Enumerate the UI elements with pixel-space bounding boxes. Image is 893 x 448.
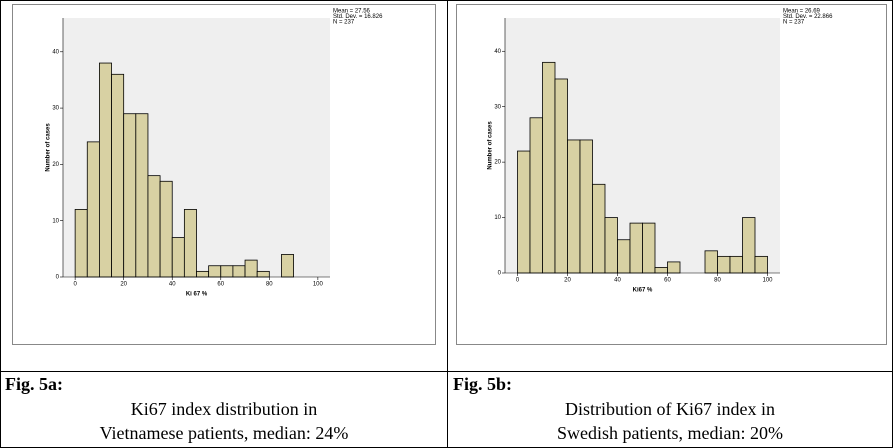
x-tick-label: 20 xyxy=(564,278,571,284)
stats-annotation: Std. Dev. = 16.826 xyxy=(333,14,383,20)
bar xyxy=(717,255,731,274)
x-tick-label: 40 xyxy=(169,282,176,288)
bar xyxy=(183,209,197,278)
y-axis-label: Number of cases xyxy=(488,121,494,170)
bar xyxy=(654,267,668,274)
bar xyxy=(123,113,137,278)
bar xyxy=(542,61,556,274)
caption-label: Fig. 5a: xyxy=(5,374,63,394)
bar xyxy=(742,217,756,274)
bar xyxy=(256,270,270,278)
bar xyxy=(171,237,185,278)
bar xyxy=(604,217,618,274)
bar xyxy=(617,239,631,274)
bar xyxy=(159,180,173,278)
bar xyxy=(99,62,112,278)
bar xyxy=(232,265,246,278)
y-tick-label: 40 xyxy=(52,49,59,55)
y-tick-label: 10 xyxy=(494,215,501,221)
x-tick-label: 100 xyxy=(313,282,324,288)
bar xyxy=(642,222,656,274)
y-tick-label: 40 xyxy=(494,49,501,55)
bar xyxy=(667,261,681,274)
x-tick-label: 80 xyxy=(714,278,721,284)
bar xyxy=(729,255,743,274)
y-tick-label: 10 xyxy=(52,218,59,224)
bar xyxy=(208,265,222,278)
bar xyxy=(592,183,606,274)
caption-label: Fig. 5b: xyxy=(453,374,512,394)
y-axis-label: Number of cases xyxy=(46,123,52,172)
caption-line: Vietnamese patients, median: 24% xyxy=(100,423,349,443)
x-axis-label: Ki67 % xyxy=(633,288,653,294)
caption-line: Ki67 index distribution in xyxy=(131,399,318,419)
y-tick-label: 20 xyxy=(52,162,59,168)
x-tick-label: 0 xyxy=(73,282,77,288)
y-tick-label: 0 xyxy=(56,275,60,281)
bar xyxy=(74,209,88,278)
caption-line: Swedish patients, median: 20% xyxy=(557,423,783,443)
bar xyxy=(220,265,234,278)
x-tick-label: 80 xyxy=(266,282,273,288)
x-tick-label: 60 xyxy=(664,278,671,284)
bar xyxy=(517,150,531,274)
x-tick-label: 40 xyxy=(614,278,621,284)
bar xyxy=(567,139,581,274)
x-tick-label: 60 xyxy=(217,282,224,288)
stats-annotation: Std. Dev. = 22.866 xyxy=(783,14,833,20)
y-tick-label: 30 xyxy=(494,104,501,110)
bar xyxy=(86,141,100,278)
stats-annotation: N = 237 xyxy=(333,20,355,26)
bar xyxy=(111,73,125,278)
bar xyxy=(579,139,593,274)
stats-annotation: Mean = 26.69 xyxy=(783,9,821,15)
x-tick-label: 100 xyxy=(762,278,773,284)
x-tick-label: 0 xyxy=(516,278,520,284)
bar xyxy=(754,255,768,274)
bar xyxy=(629,222,643,274)
stats-annotation: Mean = 27.56 xyxy=(333,9,371,15)
bar xyxy=(135,113,149,278)
y-tick-label: 30 xyxy=(52,106,59,112)
caption-line: Distribution of Ki67 index in xyxy=(565,399,775,419)
x-axis-label: Ki 67 % xyxy=(186,292,208,298)
y-tick-label: 0 xyxy=(498,271,502,277)
bar xyxy=(281,254,294,278)
x-tick-label: 20 xyxy=(120,282,127,288)
bar xyxy=(244,259,258,278)
bar xyxy=(196,270,210,278)
bar xyxy=(704,250,718,274)
stats-annotation: N = 237 xyxy=(783,20,805,26)
bar xyxy=(554,78,568,274)
bar xyxy=(529,117,543,274)
y-tick-label: 20 xyxy=(494,160,501,166)
bar xyxy=(147,175,161,278)
